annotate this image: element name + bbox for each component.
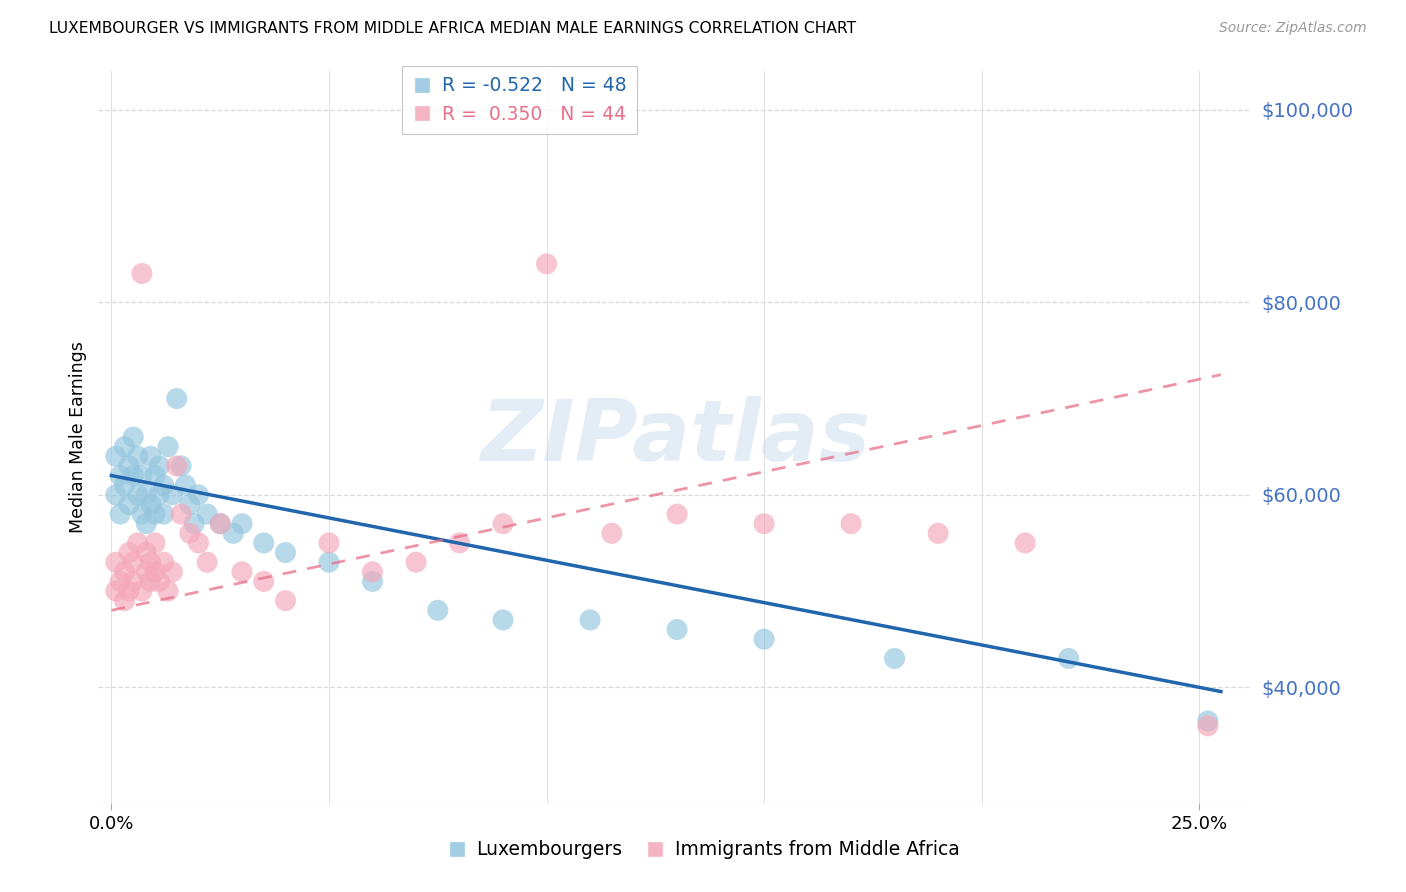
Point <box>122 468 145 483</box>
Point <box>361 574 384 589</box>
Point <box>883 651 905 665</box>
Point <box>162 488 184 502</box>
Point <box>1014 536 1036 550</box>
Point <box>122 574 145 589</box>
Point <box>152 555 174 569</box>
Point <box>274 545 297 559</box>
Point <box>179 526 201 541</box>
Point <box>839 516 862 531</box>
Text: Source: ZipAtlas.com: Source: ZipAtlas.com <box>1219 21 1367 36</box>
Point <box>139 498 162 512</box>
Point <box>104 488 127 502</box>
Point <box>114 478 136 492</box>
Point <box>1057 651 1080 665</box>
Point <box>135 565 157 579</box>
Legend: Luxembourgers, Immigrants from Middle Africa: Luxembourgers, Immigrants from Middle Af… <box>439 832 967 866</box>
Point <box>152 478 174 492</box>
Point <box>135 545 157 559</box>
Point <box>114 565 136 579</box>
Point <box>579 613 602 627</box>
Point <box>187 488 209 502</box>
Point <box>1197 719 1219 733</box>
Point <box>143 536 166 550</box>
Point <box>231 565 253 579</box>
Point <box>122 430 145 444</box>
Point <box>253 574 276 589</box>
Point <box>666 507 689 521</box>
Point <box>143 565 166 579</box>
Point <box>118 584 141 599</box>
Point <box>118 545 141 559</box>
Point <box>118 458 141 473</box>
Point <box>139 574 162 589</box>
Point <box>209 516 232 531</box>
Point <box>104 584 127 599</box>
Text: ZIPatlas: ZIPatlas <box>479 395 870 479</box>
Point <box>131 507 153 521</box>
Point <box>174 478 197 492</box>
Point <box>209 516 232 531</box>
Point <box>492 516 515 531</box>
Point <box>318 536 340 550</box>
Point <box>361 565 384 579</box>
Point <box>752 632 775 647</box>
Point <box>666 623 689 637</box>
Point <box>148 458 170 473</box>
Legend: R = -0.522   N = 48, R =  0.350   N = 44: R = -0.522 N = 48, R = 0.350 N = 44 <box>402 66 637 134</box>
Point <box>187 536 209 550</box>
Point <box>104 450 127 464</box>
Point <box>131 584 153 599</box>
Point <box>157 584 180 599</box>
Point <box>143 468 166 483</box>
Point <box>253 536 276 550</box>
Point <box>405 555 427 569</box>
Point <box>104 555 127 569</box>
Point <box>131 267 153 281</box>
Text: LUXEMBOURGER VS IMMIGRANTS FROM MIDDLE AFRICA MEDIAN MALE EARNINGS CORRELATION C: LUXEMBOURGER VS IMMIGRANTS FROM MIDDLE A… <box>49 21 856 37</box>
Point <box>108 507 131 521</box>
Point <box>600 526 623 541</box>
Point <box>426 603 449 617</box>
Point <box>118 498 141 512</box>
Point <box>152 507 174 521</box>
Point <box>166 392 188 406</box>
Point <box>127 488 149 502</box>
Point <box>195 507 218 521</box>
Point <box>139 555 162 569</box>
Point <box>114 593 136 607</box>
Point <box>170 507 193 521</box>
Point <box>127 536 149 550</box>
Point <box>536 257 558 271</box>
Point <box>108 574 131 589</box>
Point <box>148 574 170 589</box>
Point <box>127 450 149 464</box>
Point <box>231 516 253 531</box>
Point <box>166 458 188 473</box>
Point <box>162 565 184 579</box>
Point <box>274 593 297 607</box>
Y-axis label: Median Male Earnings: Median Male Earnings <box>69 341 87 533</box>
Point <box>195 555 218 569</box>
Point <box>492 613 515 627</box>
Point <box>157 440 180 454</box>
Point <box>122 555 145 569</box>
Point <box>927 526 949 541</box>
Point <box>135 488 157 502</box>
Point <box>108 468 131 483</box>
Point <box>1197 714 1219 728</box>
Point <box>449 536 471 550</box>
Point <box>170 458 193 473</box>
Point <box>139 450 162 464</box>
Point <box>222 526 245 541</box>
Point <box>318 555 340 569</box>
Point <box>148 488 170 502</box>
Point <box>135 516 157 531</box>
Point <box>752 516 775 531</box>
Point <box>114 440 136 454</box>
Point <box>143 507 166 521</box>
Point <box>131 468 153 483</box>
Point <box>183 516 205 531</box>
Point <box>179 498 201 512</box>
